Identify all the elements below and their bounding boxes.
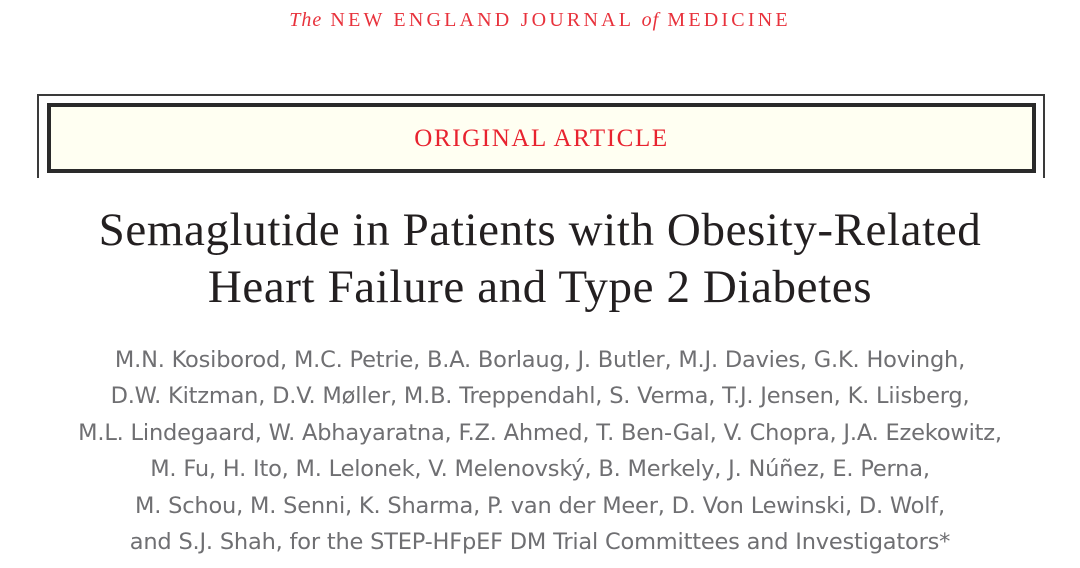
journal-name-part1: NEW ENGLAND JOURNAL	[330, 9, 634, 31]
author-line-4: M. Fu, H. Ito, M. Lelonek, V. Melenovský…	[150, 456, 930, 483]
article-title: Semaglutide in Patients with Obesity-Rel…	[0, 202, 1080, 316]
article-type-banner: ORIGINAL ARTICLE	[47, 103, 1036, 173]
article-title-line-2: Heart Failure and Type 2 Diabetes	[207, 261, 873, 313]
article-type-label: ORIGINAL ARTICLE	[414, 125, 669, 152]
author-line-6: and S.J. Shah, for the STEP-HFpEF DM Tri…	[129, 529, 951, 556]
article-type-frame	[37, 94, 1045, 178]
journal-name-part2: MEDICINE	[667, 9, 791, 31]
author-line-2: D.W. Kitzman, D.V. Møller, M.B. Treppend…	[110, 383, 970, 410]
author-list: M.N. Kosiborod, M.C. Petrie, B.A. Borlau…	[0, 342, 1080, 560]
article-title-line-1: Semaglutide in Patients with Obesity-Rel…	[98, 204, 982, 256]
author-line-5: M. Schou, M. Senni, K. Sharma, P. van de…	[135, 492, 945, 519]
journal-connector: of	[641, 9, 660, 31]
author-line-3: M.L. Lindegaard, W. Abhayaratna, F.Z. Ah…	[78, 419, 1002, 446]
journal-masthead: The NEW ENGLAND JOURNAL of MEDICINE	[0, 6, 1080, 34]
journal-prefix: The	[289, 9, 323, 31]
author-line-1: M.N. Kosiborod, M.C. Petrie, B.A. Borlau…	[114, 347, 966, 373]
